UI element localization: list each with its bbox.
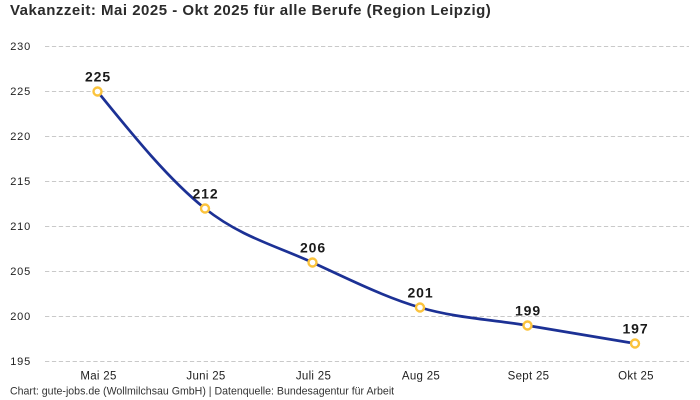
svg-text:197: 197 xyxy=(622,321,648,337)
svg-text:225: 225 xyxy=(10,86,31,98)
svg-text:200: 200 xyxy=(10,311,31,323)
svg-text:225: 225 xyxy=(85,69,111,85)
svg-text:Aug 25: Aug 25 xyxy=(402,371,440,383)
svg-text:220: 220 xyxy=(10,131,31,143)
svg-text:Mai 25: Mai 25 xyxy=(80,371,116,383)
svg-text:Juni 25: Juni 25 xyxy=(186,371,225,383)
svg-text:199: 199 xyxy=(515,303,541,319)
svg-text:Sept 25: Sept 25 xyxy=(508,371,550,383)
svg-text:201: 201 xyxy=(407,285,433,301)
svg-text:210: 210 xyxy=(10,221,31,233)
svg-text:Okt 25: Okt 25 xyxy=(618,371,654,383)
svg-text:230: 230 xyxy=(10,41,31,53)
svg-text:Chart: gute-jobs.de (Wollmilch: Chart: gute-jobs.de (Wollmilchsau GmbH) … xyxy=(10,386,394,398)
svg-text:206: 206 xyxy=(300,240,326,256)
svg-text:Vakanzzeit: Mai 2025 - Okt 202: Vakanzzeit: Mai 2025 - Okt 2025 für alle… xyxy=(10,2,491,19)
svg-text:195: 195 xyxy=(10,356,31,368)
svg-text:205: 205 xyxy=(10,266,31,278)
svg-text:Juli 25: Juli 25 xyxy=(296,371,331,383)
svg-text:212: 212 xyxy=(192,186,218,202)
svg-text:215: 215 xyxy=(10,176,31,188)
